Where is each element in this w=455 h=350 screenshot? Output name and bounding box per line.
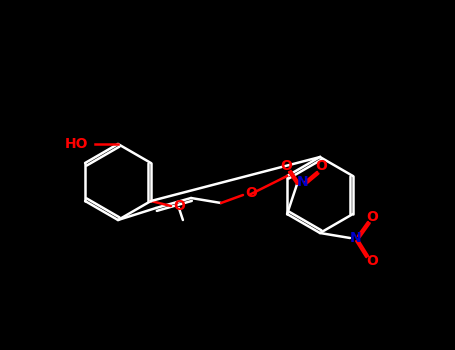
Text: O: O bbox=[366, 254, 378, 268]
Text: HO: HO bbox=[65, 137, 88, 151]
Text: N: N bbox=[350, 231, 362, 245]
Text: N: N bbox=[296, 175, 308, 189]
Text: O: O bbox=[173, 199, 185, 213]
Text: O: O bbox=[315, 159, 327, 173]
Text: O: O bbox=[366, 210, 378, 224]
Text: O: O bbox=[245, 186, 257, 200]
Text: O: O bbox=[280, 159, 292, 173]
